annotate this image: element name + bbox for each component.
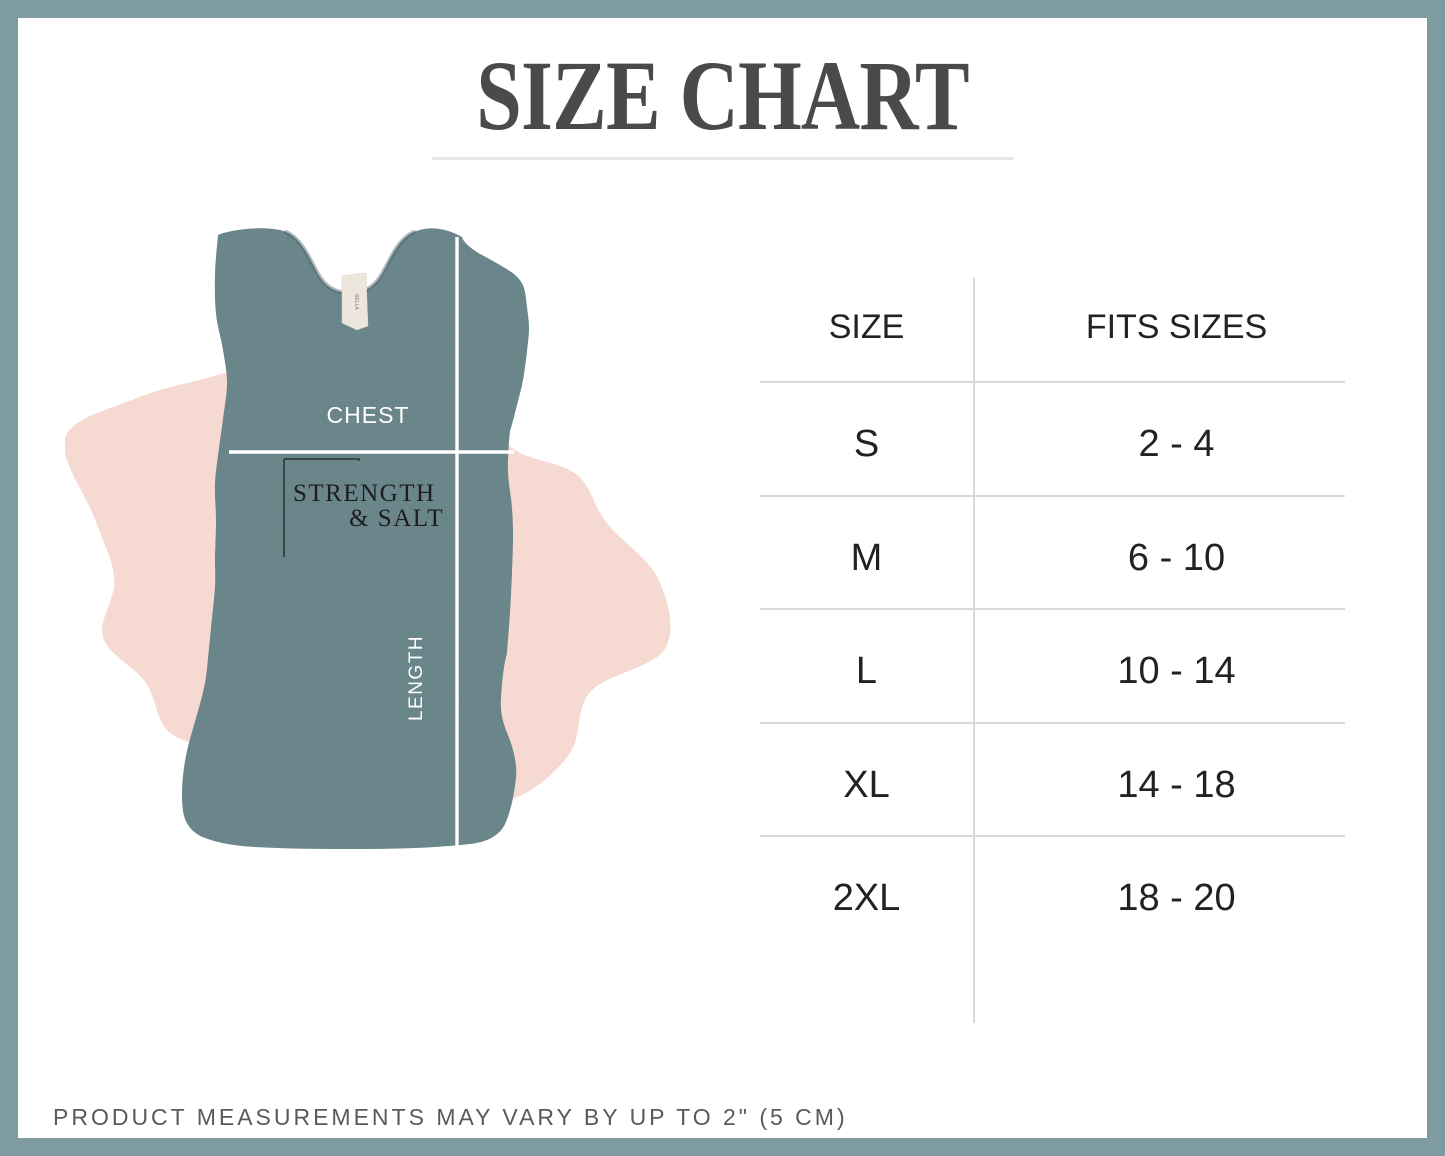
svg-text:& SALT: & SALT bbox=[349, 505, 444, 532]
svg-text:BELLA: BELLA bbox=[353, 294, 359, 310]
svg-text:STRENGTH: STRENGTH bbox=[293, 480, 436, 507]
svg-text:LENGTH: LENGTH bbox=[406, 635, 427, 721]
svg-text:CHEST: CHEST bbox=[327, 402, 410, 428]
